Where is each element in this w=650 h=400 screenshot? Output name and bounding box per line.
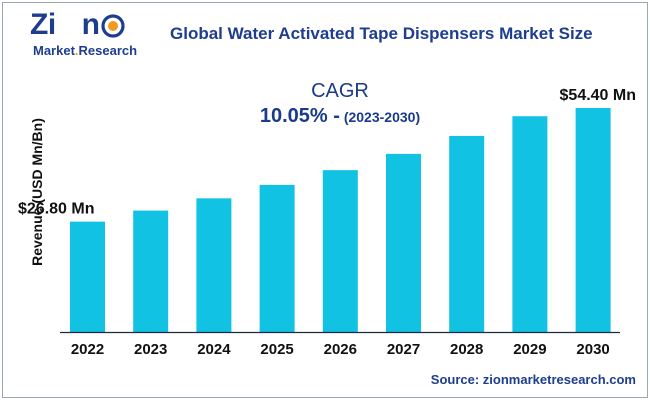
x-tick-label: 2026 xyxy=(324,341,357,358)
x-tick-label: 2024 xyxy=(197,341,231,358)
bar-2030 xyxy=(575,108,611,332)
logo-sub-a: Market xyxy=(33,43,75,58)
x-tick-label: 2025 xyxy=(260,341,293,358)
x-tick-label: 2023 xyxy=(134,341,167,358)
x-tick-label: 2030 xyxy=(576,341,609,358)
tick-labels-group: 2022 2023 2024 2025 2026 2027 2028 2029 2030 xyxy=(71,341,610,358)
logo-subtitle: Market.Research xyxy=(33,43,137,58)
cagr-percent: 10.05% - xyxy=(259,105,340,127)
logo-word-post: n xyxy=(81,8,100,41)
bar-2022 xyxy=(70,221,105,332)
logo-sub-dot: . xyxy=(74,43,79,58)
bar-2027 xyxy=(386,153,421,332)
logo-sub-b: Research xyxy=(78,43,138,58)
cagr-value: 10.05% - (2023-2030) xyxy=(210,105,470,128)
data-label-2030: $54.40 Mn xyxy=(560,87,636,104)
bar-2023 xyxy=(133,210,169,332)
data-labels-group: $26.80 Mn $54.40 Mn xyxy=(18,87,636,218)
x-tick-label: 2022 xyxy=(71,341,104,358)
logo-wordmark: Zi n xyxy=(30,8,125,42)
bar-2029 xyxy=(512,116,548,332)
bar-2026 xyxy=(322,170,358,332)
cagr-label: CAGR xyxy=(311,80,369,102)
chart-title: Global Water Activated Tape Dispensers M… xyxy=(170,24,593,43)
data-label-2022: $26.80 Mn xyxy=(18,201,94,218)
bars-group xyxy=(70,108,611,332)
globe-icon xyxy=(101,14,125,38)
x-tick-label: 2027 xyxy=(387,341,420,358)
x-tick-label: 2029 xyxy=(513,341,546,358)
x-tick-label: 2028 xyxy=(450,341,483,358)
source-note: Source: zionmarketresearch.com xyxy=(430,372,636,387)
brand-logo: Zi n Market.Research xyxy=(30,8,160,62)
cagr-period: (2023-2030) xyxy=(339,109,421,125)
bar-2024 xyxy=(196,198,232,332)
bar-2025 xyxy=(259,184,295,332)
logo-word-pre: Zi xyxy=(30,8,56,41)
bar-2028 xyxy=(449,135,485,332)
